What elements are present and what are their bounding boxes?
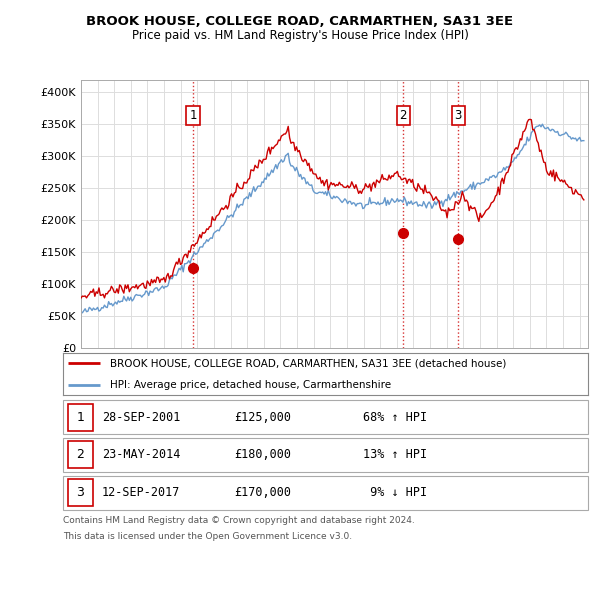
- Text: HPI: Average price, detached house, Carmarthenshire: HPI: Average price, detached house, Carm…: [110, 380, 391, 389]
- Text: 23-MAY-2014: 23-MAY-2014: [102, 448, 181, 461]
- Text: 9% ↓ HPI: 9% ↓ HPI: [363, 486, 427, 499]
- Text: 2: 2: [76, 448, 85, 461]
- Text: £180,000: £180,000: [234, 448, 291, 461]
- Text: 28-SEP-2001: 28-SEP-2001: [102, 411, 181, 424]
- Text: BROOK HOUSE, COLLEGE ROAD, CARMARTHEN, SA31 3EE: BROOK HOUSE, COLLEGE ROAD, CARMARTHEN, S…: [86, 15, 514, 28]
- Text: Price paid vs. HM Land Registry's House Price Index (HPI): Price paid vs. HM Land Registry's House …: [131, 30, 469, 42]
- Text: 1: 1: [76, 411, 85, 424]
- Text: 1: 1: [189, 109, 197, 122]
- Text: This data is licensed under the Open Government Licence v3.0.: This data is licensed under the Open Gov…: [63, 532, 352, 541]
- Text: £170,000: £170,000: [234, 486, 291, 499]
- Text: 3: 3: [76, 486, 85, 499]
- Text: BROOK HOUSE, COLLEGE ROAD, CARMARTHEN, SA31 3EE (detached house): BROOK HOUSE, COLLEGE ROAD, CARMARTHEN, S…: [110, 359, 506, 368]
- Text: 2: 2: [400, 109, 407, 122]
- Text: £125,000: £125,000: [234, 411, 291, 424]
- Text: 68% ↑ HPI: 68% ↑ HPI: [363, 411, 427, 424]
- Text: Contains HM Land Registry data © Crown copyright and database right 2024.: Contains HM Land Registry data © Crown c…: [63, 516, 415, 525]
- Text: 3: 3: [455, 109, 462, 122]
- Text: 12-SEP-2017: 12-SEP-2017: [102, 486, 181, 499]
- Text: 13% ↑ HPI: 13% ↑ HPI: [363, 448, 427, 461]
